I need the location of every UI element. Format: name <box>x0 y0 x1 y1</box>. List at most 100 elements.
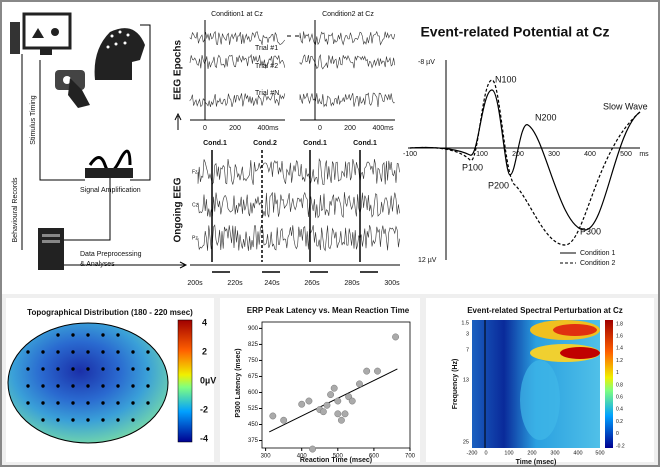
electrode <box>146 350 150 354</box>
tick: 400ms <box>372 125 394 132</box>
electrode <box>56 333 60 337</box>
label: & Analyses <box>80 261 115 268</box>
y-tick-label: 825 <box>248 342 259 348</box>
label: Cond.1 <box>303 140 327 147</box>
electrode <box>71 367 75 371</box>
electrode <box>101 401 105 405</box>
label: P300 <box>580 226 601 236</box>
electrodes <box>26 333 150 422</box>
tick: -100 <box>403 151 417 158</box>
electrode <box>116 367 120 371</box>
colorbar-label: -0.2 <box>616 443 625 449</box>
label: Cond.1 <box>353 140 377 147</box>
x-tick-label: 300 <box>550 450 559 456</box>
electrode <box>26 367 30 371</box>
label: P100 <box>462 162 483 172</box>
label: Ongoing EEG <box>173 177 184 242</box>
erp-condition-2 <box>409 79 641 246</box>
scatter-plot: 300 400 500 600 700 900 825 750 675 600 525 450 375 <box>248 321 416 460</box>
label: Behavioural Records <box>12 177 19 242</box>
x-tick-label: -200 <box>466 450 477 456</box>
axis-label: Reaction Time (msec) <box>300 457 372 464</box>
electrode <box>116 384 120 388</box>
y-tick-label: 900 <box>248 326 259 332</box>
electrode <box>116 350 120 354</box>
panel <box>220 298 420 462</box>
electrode <box>41 367 45 371</box>
point <box>269 412 277 420</box>
electrode <box>131 401 135 405</box>
y-tick-label: 13 <box>463 377 469 383</box>
colorbar-label: 0.6 <box>616 395 623 401</box>
label: Stimulus Timing <box>30 95 37 145</box>
y-tick-label: 3 <box>466 331 469 337</box>
y-tick-label: 525 <box>248 406 259 412</box>
label: Pz <box>192 235 198 241</box>
setup <box>10 12 188 270</box>
scalp-map <box>7 322 169 444</box>
x-tick-label: 400 <box>297 454 308 460</box>
title: ERP Peak Latency vs. Mean Reaction Time <box>247 306 410 315</box>
tick: 100 <box>476 151 488 158</box>
tick: 280s <box>344 280 360 287</box>
x-tick-label: 700 <box>405 454 416 460</box>
label: N200 <box>535 112 557 122</box>
label: Data Preprocessing <box>80 251 142 258</box>
label: Cond.2 <box>253 140 277 147</box>
tick: 400ms <box>257 125 279 132</box>
label: Cz <box>192 202 199 208</box>
point <box>334 410 342 418</box>
label: Slow Wave <box>603 101 648 111</box>
label: -8 µV <box>418 59 435 66</box>
ersp-ticks: 1.5 3 7 13 25 -200 0 100 200 300 400 500 1.8 1.6 1.4 1.… <box>461 320 624 456</box>
tick: -4 <box>200 433 208 443</box>
electrode <box>56 367 60 371</box>
electrode <box>131 350 135 354</box>
electrode <box>101 418 105 422</box>
tick: 240s <box>264 280 280 287</box>
x-tick-label: 500 <box>333 454 344 460</box>
point <box>309 445 316 453</box>
electrode <box>131 367 135 371</box>
label: EEG Epochs <box>173 40 184 100</box>
tick: 200 <box>229 125 241 132</box>
x-tick-label: 600 <box>369 454 380 460</box>
electrode <box>101 367 105 371</box>
electrode <box>86 401 90 405</box>
electrode <box>116 401 120 405</box>
colorbar-label: 0.8 <box>616 382 623 388</box>
electrode <box>41 418 45 422</box>
electrode <box>56 418 60 422</box>
electrode <box>116 333 120 337</box>
eeg-trace <box>197 191 400 219</box>
electrode <box>116 418 120 422</box>
x-tick-label: 300 <box>261 454 272 460</box>
label: P200 <box>488 180 509 190</box>
electrode <box>71 418 75 422</box>
tick: 300 <box>548 151 560 158</box>
electrode <box>131 384 135 388</box>
electrode <box>56 384 60 388</box>
colorbar <box>177 319 193 443</box>
x-tick-label: 0 <box>484 450 487 456</box>
point <box>348 397 356 405</box>
plot-area <box>261 321 411 449</box>
tick: 2 <box>202 346 207 356</box>
electrode <box>131 418 135 422</box>
legend-entry: Condition 1 <box>580 250 616 257</box>
y-tick-label: 600 <box>248 390 259 396</box>
colorbar-label: 1.6 <box>616 334 623 340</box>
epoch-axis <box>190 20 285 121</box>
electrode <box>86 418 90 422</box>
point <box>305 397 313 405</box>
electrode <box>101 333 105 337</box>
y-tick-label: 375 <box>248 438 259 444</box>
colorbar-label: 0.2 <box>616 419 623 425</box>
colorbar-label: 0.4 <box>616 407 623 413</box>
x-tick-label: 500 <box>595 450 604 456</box>
colorbar-label: 1 <box>616 370 619 376</box>
colorbar <box>605 320 613 448</box>
point <box>323 401 331 409</box>
label: 12 µV <box>418 257 437 264</box>
